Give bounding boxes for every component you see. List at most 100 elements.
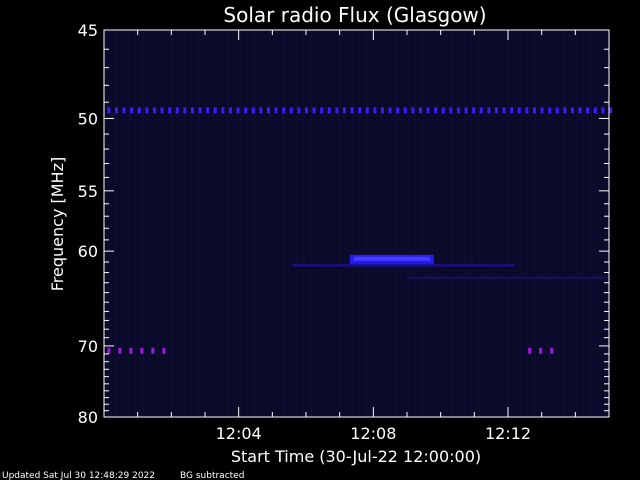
feature-dot: [548, 107, 552, 114]
feature-dot: [320, 107, 324, 114]
y-tick-label: 70: [78, 337, 98, 356]
feature-dot: [456, 107, 460, 114]
feature-dot: [198, 107, 202, 114]
feature-dot: [107, 347, 111, 354]
x-tick-label: 12:12: [485, 424, 531, 443]
chart-title: Solar radio Flux (Glasgow): [223, 3, 486, 27]
plot-frame: [103, 29, 610, 418]
feature-dot: [259, 107, 263, 114]
feature-dot: [289, 107, 293, 114]
y-axis-label: Frequency [MHz]: [48, 157, 67, 291]
y-tick-label: 60: [78, 242, 98, 261]
faint-band: [407, 276, 609, 280]
feature-dot: [388, 107, 392, 114]
feature-dot: [297, 107, 301, 114]
feature-dot: [137, 107, 141, 114]
feature-dot: [570, 107, 574, 114]
feature-dot: [266, 107, 270, 114]
feature-dot: [175, 107, 179, 114]
feature-dot: [129, 347, 133, 354]
feature-dot: [510, 107, 514, 114]
feature-dot: [601, 107, 605, 114]
feature-dot: [213, 107, 217, 114]
feature-dot: [304, 107, 308, 114]
y-tick-label: 45: [78, 21, 98, 40]
feature-dot: [160, 107, 164, 114]
x-axis-label: Start Time (30-Jul-22 12:00:00): [231, 447, 481, 466]
feature-dot: [162, 347, 166, 354]
feature-dot: [418, 107, 422, 114]
feature-dot: [449, 107, 453, 114]
burst-core: [353, 256, 430, 261]
feature-dot: [122, 107, 126, 114]
feature-dot: [373, 107, 377, 114]
updated-timestamp: Updated Sat Jul 30 12:48:29 2022: [2, 471, 155, 480]
faint-band: [292, 263, 515, 267]
y-tick-label: 80: [78, 408, 98, 427]
feature-dot: [593, 107, 597, 114]
feature-dot: [539, 347, 543, 354]
feature-dot: [168, 107, 172, 114]
feature-dot: [411, 107, 415, 114]
feature-dot: [228, 107, 232, 114]
feature-dot: [578, 107, 582, 114]
feature-dot: [183, 107, 187, 114]
feature-dot: [114, 107, 118, 114]
feature-dot: [107, 107, 111, 114]
feature-dot: [528, 347, 532, 354]
feature-dot: [487, 107, 491, 114]
feature-dot: [130, 107, 134, 114]
feature-dot: [563, 107, 567, 114]
feature-dot: [335, 107, 339, 114]
feature-dot: [206, 107, 210, 114]
y-tick-label: 55: [78, 182, 98, 201]
feature-dot: [380, 107, 384, 114]
feature-dot: [151, 347, 155, 354]
feature-dot: [494, 107, 498, 114]
feature-dot: [403, 107, 407, 114]
feature-dot: [540, 107, 544, 114]
feature-dot: [550, 347, 554, 354]
feature-dot: [532, 107, 536, 114]
feature-dot: [350, 107, 354, 114]
feature-dot: [221, 107, 225, 114]
feature-dot: [479, 107, 483, 114]
bg-subtracted-note: BG subtracted: [180, 471, 244, 480]
feature-dot: [365, 107, 369, 114]
feature-dot: [312, 107, 316, 114]
feature-dot: [608, 107, 612, 114]
x-tick-label: 12:08: [350, 424, 396, 443]
feature-dot: [517, 107, 521, 114]
feature-dot: [190, 107, 194, 114]
x-tick-label: 12:04: [216, 424, 262, 443]
ticks: 45 50 55 60 70 80 12:04 12:08 12:12: [78, 21, 609, 443]
feature-dot: [282, 107, 286, 114]
feature-dot: [472, 107, 476, 114]
feature-dot: [236, 107, 240, 114]
feature-dot: [274, 107, 278, 114]
feature-dot: [586, 107, 590, 114]
feature-dot: [140, 347, 144, 354]
feature-dot: [118, 347, 122, 354]
feature-dot: [434, 107, 438, 114]
feature-dot: [396, 107, 400, 114]
feature-dot: [251, 107, 255, 114]
plot-noise-streaks: [104, 30, 609, 417]
feature-dot: [441, 107, 445, 114]
burst-features: [107, 107, 612, 354]
feature-dot: [464, 107, 468, 114]
feature-dot: [358, 107, 362, 114]
feature-dot: [502, 107, 506, 114]
y-tick-label: 50: [78, 109, 98, 128]
axes: [103, 29, 610, 418]
feature-dot: [342, 107, 346, 114]
feature-dot: [525, 107, 529, 114]
feature-dot: [244, 107, 248, 114]
feature-dot: [152, 107, 156, 114]
plot-area: [104, 30, 609, 417]
feature-dot: [145, 107, 149, 114]
feature-dot: [327, 107, 331, 114]
feature-dot: [426, 107, 430, 114]
feature-dot: [555, 107, 559, 114]
